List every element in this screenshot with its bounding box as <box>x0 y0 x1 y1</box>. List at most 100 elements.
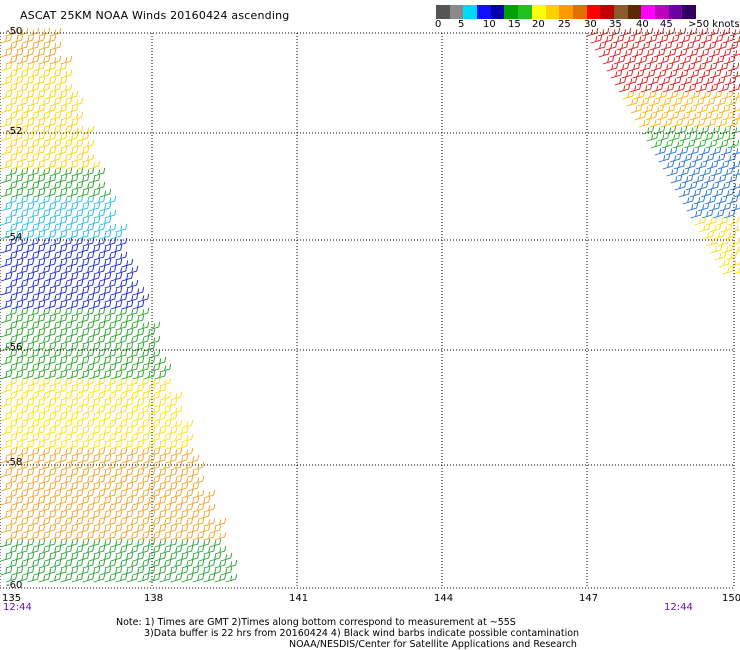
wind-barb <box>728 237 740 247</box>
wind-barb <box>729 106 740 114</box>
wind-barb <box>706 237 719 247</box>
wind-barb <box>49 405 62 415</box>
wind-barb <box>27 195 40 205</box>
wind-barb <box>187 496 200 506</box>
wind-barb <box>60 405 73 415</box>
wind-barb <box>44 552 57 562</box>
wind-barb <box>5 97 18 107</box>
wind-barb <box>27 531 40 541</box>
wind-barb <box>104 433 117 443</box>
wind-barb <box>66 510 79 520</box>
wind-barb <box>606 62 619 72</box>
wind-barb <box>44 384 57 394</box>
wind-barb <box>630 27 643 37</box>
wind-barb <box>49 447 62 457</box>
wind-barb <box>22 384 35 394</box>
wind-barb <box>126 573 139 583</box>
wind-barb <box>55 496 68 506</box>
wind-barb <box>44 300 57 310</box>
wind-barb <box>99 454 112 464</box>
wind-barb <box>55 370 68 380</box>
wind-barb <box>5 461 18 471</box>
wind-barb <box>44 398 57 408</box>
wind-barb <box>148 545 161 555</box>
wind-barb <box>733 113 740 121</box>
wind-barb <box>49 545 62 555</box>
wind-barb <box>631 48 644 58</box>
wind-barb <box>137 545 150 555</box>
wind-barb <box>686 202 699 212</box>
wind-barb <box>115 377 128 387</box>
wind-barb <box>650 62 663 72</box>
wind-barb <box>49 391 62 401</box>
wind-barb <box>33 552 46 562</box>
wind-barb <box>674 104 687 114</box>
wind-barb <box>695 83 708 93</box>
wind-barb <box>126 419 139 429</box>
wind-barb <box>38 293 51 303</box>
wind-barb <box>55 440 68 450</box>
wind-barb <box>38 363 51 373</box>
wind-barb <box>104 503 117 513</box>
wind-barb <box>82 167 95 177</box>
wind-barb <box>110 538 123 548</box>
wind-barb <box>198 538 211 548</box>
wind-barb <box>665 69 678 79</box>
wind-barb <box>713 230 726 240</box>
wind-barb <box>60 181 73 191</box>
wind-barb <box>154 538 167 548</box>
wind-barb <box>148 573 161 583</box>
wind-barb <box>668 132 681 142</box>
wind-barb <box>713 76 726 86</box>
wind-barb <box>115 545 128 555</box>
wind-barb <box>55 286 68 296</box>
wind-barb <box>137 433 150 443</box>
wind-barb <box>203 503 216 513</box>
wind-barb <box>165 552 178 562</box>
wind-barb <box>93 363 106 373</box>
wind-barb <box>613 55 626 65</box>
wind-barb <box>148 489 161 499</box>
wind-barb <box>209 552 222 562</box>
wind-barb <box>16 139 29 149</box>
wind-barb <box>60 349 73 359</box>
wind-barb <box>38 321 51 331</box>
wind-barb <box>176 538 189 548</box>
wind-barb <box>661 139 674 149</box>
wind-barb <box>143 426 156 436</box>
wind-barb <box>137 503 150 513</box>
wind-barb <box>66 286 79 296</box>
wind-barb <box>672 139 685 149</box>
wind-barb <box>705 62 718 72</box>
wind-barb <box>66 468 79 478</box>
wind-barb <box>66 202 79 212</box>
wind-barb <box>104 307 117 317</box>
wind-barb <box>690 55 703 65</box>
wind-barb <box>99 216 112 226</box>
wind-barb <box>722 188 735 198</box>
wind-barb <box>688 90 701 100</box>
wind-barb <box>22 118 35 128</box>
wind-barb <box>198 524 211 534</box>
wind-barb <box>732 169 740 177</box>
wind-barb <box>82 209 95 219</box>
wind-barb <box>203 545 216 555</box>
wind-barb <box>629 83 642 93</box>
wind-barb <box>5 517 18 527</box>
wind-barb <box>104 237 117 247</box>
wind-barb <box>0 454 13 464</box>
wind-barb <box>694 62 707 72</box>
wind-barb <box>143 328 156 338</box>
wind-barb <box>16 181 29 191</box>
wind-barb <box>99 272 112 282</box>
lat-label-50: -50 <box>6 26 23 37</box>
wind-barb <box>700 34 713 44</box>
wind-barb <box>27 377 40 387</box>
wind-barb <box>181 545 194 555</box>
wind-barb <box>639 62 652 72</box>
wind-barb <box>143 440 156 450</box>
wind-barb <box>77 314 90 324</box>
wind-barb <box>11 426 24 436</box>
wind-barb <box>0 62 13 72</box>
wind-barb <box>132 398 145 408</box>
